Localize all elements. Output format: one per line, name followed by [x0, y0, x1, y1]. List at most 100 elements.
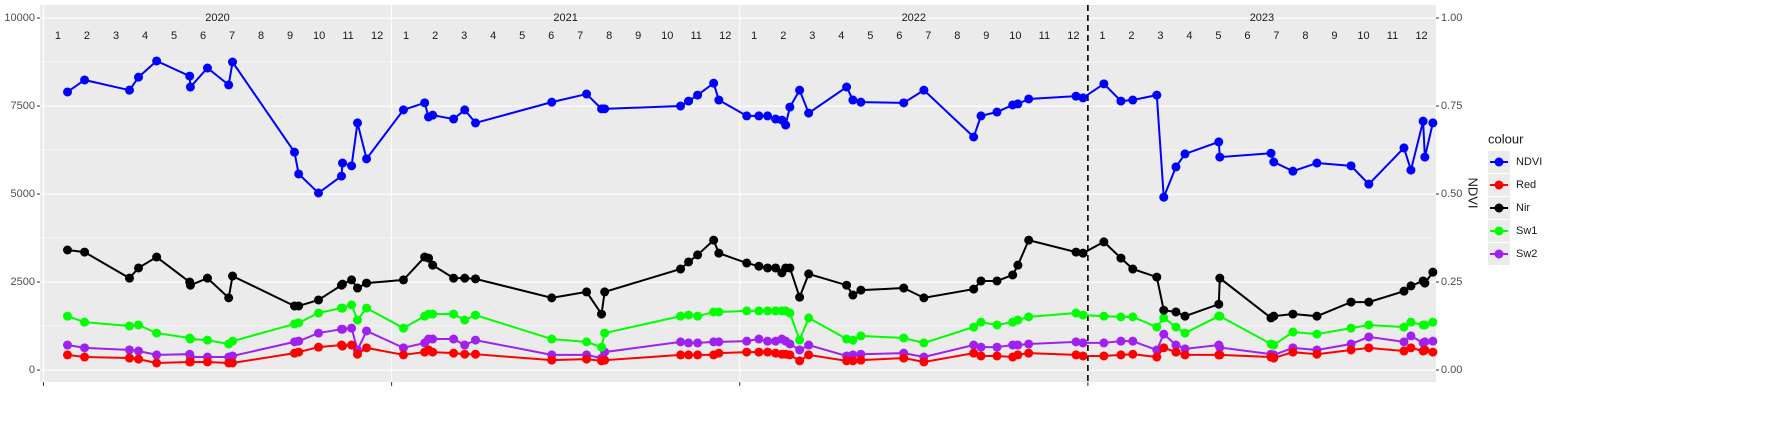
month-label: 8	[1302, 30, 1308, 42]
data-point	[1420, 337, 1430, 347]
data-point	[992, 320, 1002, 330]
data-point	[1288, 347, 1298, 357]
data-point	[1288, 327, 1298, 337]
data-point	[134, 72, 144, 82]
data-point	[1008, 270, 1018, 280]
data-point	[1171, 340, 1181, 350]
y2-tick-label: 1.00	[1441, 12, 1462, 24]
data-point	[152, 56, 162, 66]
month-label: 8	[954, 30, 960, 42]
month-label: 2	[432, 30, 438, 42]
month-label: 7	[925, 30, 931, 42]
month-label: 5	[519, 30, 525, 42]
data-point	[714, 348, 724, 358]
data-point	[1128, 312, 1138, 322]
data-point	[352, 118, 362, 128]
data-point	[1269, 157, 1279, 167]
month-label: 3	[113, 30, 119, 42]
data-point	[80, 247, 90, 257]
data-point	[856, 285, 866, 295]
data-point	[1364, 179, 1374, 189]
data-point	[1364, 332, 1374, 342]
data-point	[1364, 297, 1374, 307]
data-point	[224, 293, 234, 303]
data-point	[754, 306, 764, 316]
data-point	[1071, 91, 1081, 101]
data-point	[742, 258, 752, 268]
data-point	[1266, 148, 1276, 158]
data-point	[742, 347, 752, 357]
data-point	[398, 323, 408, 333]
data-point	[185, 280, 195, 290]
y2-axis-title: NDVI	[1466, 177, 1481, 208]
data-point	[338, 279, 348, 289]
data-point	[547, 293, 557, 303]
data-point	[1406, 165, 1416, 175]
month-label: 5	[867, 30, 873, 42]
data-point	[338, 341, 348, 351]
data-point	[709, 235, 719, 245]
data-point	[676, 350, 686, 360]
data-point	[1078, 248, 1088, 258]
data-point	[842, 82, 852, 92]
data-point	[848, 335, 858, 345]
y-tick-label: 5000	[11, 188, 35, 200]
legend-key-point	[1494, 180, 1504, 190]
data-point	[1116, 312, 1126, 322]
data-point	[1420, 320, 1430, 330]
data-point	[597, 342, 607, 352]
year-label: 2020	[205, 12, 229, 24]
data-point	[336, 171, 346, 181]
month-label: 10	[1357, 30, 1369, 42]
data-point	[1128, 336, 1138, 346]
month-label: 6	[896, 30, 902, 42]
data-point	[976, 317, 986, 327]
data-point	[693, 250, 703, 260]
data-point	[1024, 94, 1034, 104]
data-point	[1071, 337, 1081, 347]
month-label: 9	[1331, 30, 1337, 42]
data-point	[185, 82, 195, 92]
data-point	[785, 339, 795, 349]
data-point	[582, 287, 592, 297]
data-point	[471, 118, 481, 128]
data-point	[600, 328, 610, 338]
data-point	[1024, 339, 1034, 349]
data-point	[1406, 331, 1416, 341]
data-point	[185, 357, 195, 367]
data-point	[771, 306, 781, 316]
data-point	[1159, 313, 1169, 323]
data-point	[471, 349, 481, 359]
data-point	[424, 253, 434, 263]
data-point	[754, 334, 764, 344]
data-point	[763, 263, 773, 273]
data-point	[294, 301, 304, 311]
data-point	[600, 287, 610, 297]
data-point	[294, 347, 304, 357]
data-point	[228, 358, 238, 368]
data-point	[1288, 309, 1298, 319]
data-point	[795, 356, 805, 366]
data-point	[152, 350, 162, 360]
data-point	[693, 338, 703, 348]
legend-label: Red	[1516, 179, 1536, 191]
data-point	[1215, 311, 1225, 321]
data-point	[582, 354, 592, 364]
data-point	[1428, 118, 1438, 128]
month-label: 4	[142, 30, 148, 42]
data-point	[969, 322, 979, 332]
data-point	[899, 98, 909, 108]
data-point	[676, 264, 686, 274]
data-point	[362, 154, 372, 164]
legend-label: Nir	[1516, 202, 1530, 214]
data-point	[1078, 351, 1088, 361]
y2-tick-label: 0.25	[1441, 276, 1462, 288]
data-point	[428, 347, 438, 357]
month-label: 11	[342, 30, 353, 42]
data-point	[742, 336, 752, 346]
data-point	[1215, 273, 1225, 283]
month-label: 2	[780, 30, 786, 42]
month-label: 6	[548, 30, 554, 42]
data-point	[1180, 149, 1190, 159]
